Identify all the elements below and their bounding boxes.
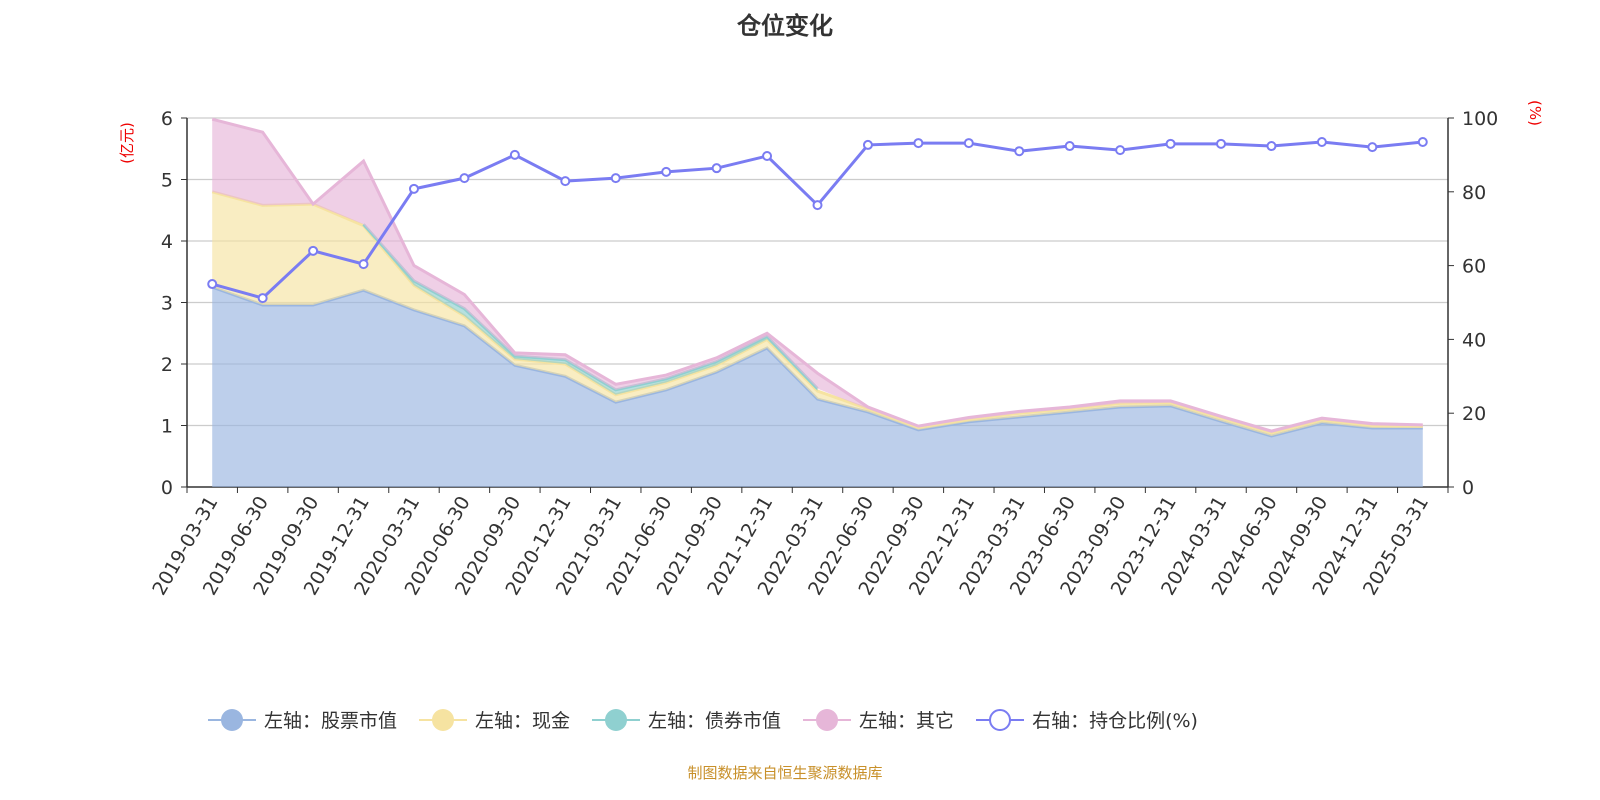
ratio-point <box>1014 146 1025 157</box>
ratio-point <box>711 163 722 174</box>
legend-label: 左轴：其它 <box>859 710 955 732</box>
legend-swatch-icon <box>803 707 852 733</box>
legend-item[interactable]: 左轴：现金 <box>419 706 570 733</box>
chart-title: 仓位变化 <box>737 12 833 40</box>
y-right-tick-label: 60 <box>1462 256 1486 278</box>
legend-item[interactable]: 左轴：股票市值 <box>208 706 397 733</box>
ratio-point <box>358 259 369 270</box>
legend: 左轴：股票市值 左轴：现金 左轴：债券市值 左轴：其它 右轴：持仓比例(%) <box>208 706 1198 733</box>
legend-item[interactable]: 左轴：其它 <box>803 706 954 733</box>
area-左轴：债券市值 <box>363 224 818 395</box>
y-left-tick-label: 4 <box>161 231 173 253</box>
ratio-point <box>1266 141 1277 152</box>
legend-item[interactable]: 左轴：债券市值 <box>592 706 781 733</box>
legend-label: 左轴：股票市值 <box>264 710 398 732</box>
y-right-tick-label: 20 <box>1462 403 1486 425</box>
ratio-point <box>509 149 520 160</box>
legend-swatch-icon <box>592 707 641 733</box>
ratio-point <box>1316 136 1327 147</box>
area-左轴：股票市值 <box>212 287 1423 487</box>
y-left-axis-label: (亿元) <box>118 122 136 164</box>
legend-item[interactable]: 右轴：持仓比例(%) <box>976 706 1198 733</box>
ratio-point <box>661 166 672 177</box>
ratio-point <box>1216 138 1227 149</box>
legend-swatch-icon <box>208 707 256 733</box>
y-left-tick-label: 3 <box>161 293 173 315</box>
y-left-tick-label: 5 <box>161 170 173 192</box>
ratio-point <box>560 176 571 187</box>
ratio-point <box>1064 141 1075 152</box>
legend-label: 左轴：债券市值 <box>648 710 782 732</box>
legend-swatch-icon <box>419 707 468 733</box>
legend-label: 左轴：现金 <box>475 710 571 732</box>
ratio-point <box>1115 145 1126 156</box>
area-左轴：其它 <box>212 119 1423 433</box>
ratio-point <box>862 139 873 150</box>
area-左轴：现金 <box>212 191 1423 436</box>
ratio-point <box>408 183 419 194</box>
ratio-point <box>1367 142 1378 153</box>
y-right-tick-label: 40 <box>1462 329 1486 351</box>
ratio-point <box>963 138 974 149</box>
ratio-point <box>812 200 823 211</box>
ratio-point <box>207 279 218 290</box>
ratio-point <box>610 173 621 184</box>
area-line-左轴：其它 <box>211 117 1423 433</box>
ratio-point <box>459 173 470 184</box>
y-right-axis-label: (%) <box>1526 100 1544 126</box>
legend-label: 右轴：持仓比例(%) <box>1032 710 1198 732</box>
y-right-tick-label: 0 <box>1462 477 1474 499</box>
y-right-tick-label: 80 <box>1462 182 1486 204</box>
y-left-tick-label: 6 <box>161 108 173 130</box>
ratio-point <box>1165 138 1176 149</box>
ratio-point <box>257 293 268 304</box>
y-left-tick-label: 1 <box>161 416 173 438</box>
ratio-point <box>913 138 924 149</box>
ratio-point <box>308 245 319 256</box>
source-footer: 制图数据来自恒生聚源数据库 <box>687 764 883 782</box>
ratio-point <box>762 151 773 162</box>
y-left-tick-label: 2 <box>161 354 173 376</box>
ratio-point <box>1417 136 1428 147</box>
legend-swatch-icon <box>976 707 1025 733</box>
y-left-tick-label: 0 <box>161 477 173 499</box>
y-right-tick-label: 100 <box>1462 108 1498 130</box>
